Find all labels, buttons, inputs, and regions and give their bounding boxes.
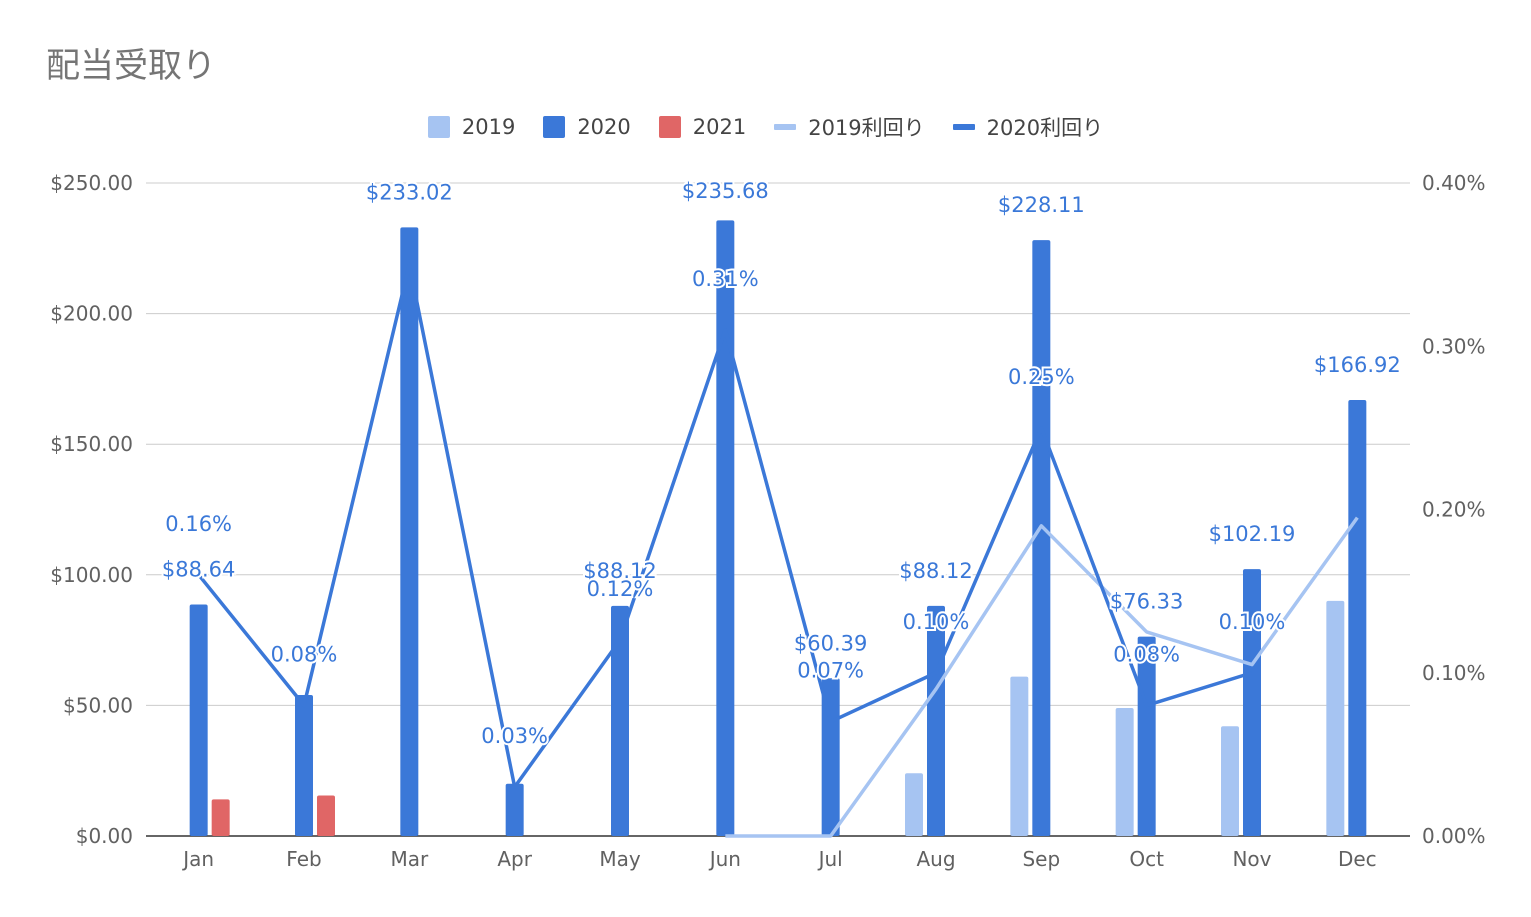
y-tick-label: $200.00: [50, 302, 133, 326]
bar-data-label: $76.33: [1110, 590, 1183, 614]
bar-data-label: $228.11: [998, 193, 1085, 217]
line-data-label: 0.08%: [1113, 642, 1180, 666]
bar-2020: [400, 227, 419, 837]
x-tick-label: Jun: [708, 847, 741, 871]
x-tick-label: Apr: [497, 847, 532, 871]
bar-data-label: $88.64: [162, 557, 235, 581]
x-tick-label: Dec: [1338, 847, 1377, 871]
y-tick-label: $100.00: [50, 563, 133, 587]
bar-2019: [1326, 600, 1345, 836]
line-data-label: 0.08%: [271, 642, 338, 666]
legend-swatch: [952, 124, 975, 130]
legend-item: 2019利回り: [774, 112, 925, 142]
x-tick-label: Oct: [1129, 847, 1164, 871]
line-data-label: 0.12%: [587, 577, 654, 601]
legend-item: 2021: [658, 112, 747, 142]
bar-2020: [505, 783, 524, 836]
y2-tick-label: 0.20%: [1422, 498, 1486, 522]
x-tick-label: Sep: [1022, 847, 1060, 871]
y-tick-label: $150.00: [50, 432, 133, 456]
legend: 2019 2020 2021 2019利回り 2020利回り: [0, 112, 1531, 142]
bar-2021: [317, 795, 335, 836]
bar-2019: [1221, 726, 1239, 836]
line-2019利回り: [725, 516, 1359, 838]
bar-2019: [1010, 676, 1029, 836]
line-data-label: 0.31%: [692, 267, 759, 291]
line-data-label: 0.25%: [1008, 365, 1075, 389]
bar-data-label: $102.19: [1209, 522, 1296, 546]
legend-item: 2019: [427, 112, 516, 142]
legend-label: 2020: [577, 115, 631, 139]
x-tick-label: May: [599, 847, 641, 871]
legend-label: 2019: [461, 115, 516, 139]
y-tick-label: $0.00: [76, 824, 133, 848]
bar-data-label: $60.39: [794, 631, 867, 655]
bar-2021: [211, 799, 230, 836]
y2-tick-label: 0.30%: [1422, 334, 1486, 358]
y2-tick-label: 0.40%: [1422, 171, 1486, 195]
bar-2020: [1243, 569, 1261, 836]
legend-label: 2021: [692, 115, 747, 139]
legend-swatch: [658, 116, 681, 138]
x-tick-label: Mar: [390, 847, 429, 871]
y2-tick-label: 0.10%: [1422, 661, 1486, 685]
bar-data-label: $166.92: [1314, 353, 1401, 377]
x-tick-label: Feb: [286, 847, 321, 871]
legend-item: 2020利回り: [952, 112, 1104, 142]
legend-label: 2019利回り: [808, 116, 925, 140]
legend-swatch: [427, 116, 450, 138]
bar-2020: [611, 605, 629, 836]
bar-data-label: $88.12: [899, 559, 972, 583]
bar-2020: [927, 605, 945, 836]
y-tick-label: $50.00: [63, 693, 133, 717]
line-data-label: 0.10%: [903, 610, 970, 634]
legend-label: 2020利回り: [986, 116, 1104, 140]
line-data-label: 0.03%: [481, 724, 548, 748]
legend-item: 2020: [543, 112, 631, 142]
line-data-label: 0.07%: [797, 659, 864, 683]
chart-title: 配当受取り: [46, 46, 216, 86]
y2-tick-label: 0.00%: [1422, 824, 1486, 848]
bar-2020: [821, 678, 840, 836]
bar-2020: [1137, 636, 1156, 836]
legend-swatch: [774, 124, 797, 130]
bar-2019: [905, 773, 923, 836]
x-tick-label: Nov: [1232, 847, 1271, 871]
line-data-label: 0.16%: [165, 512, 232, 536]
bar-2020: [1348, 400, 1367, 836]
x-tick-label: Aug: [916, 847, 955, 871]
x-tick-label: Jan: [181, 847, 214, 871]
bar-2019: [1115, 708, 1134, 836]
bar-2020: [295, 694, 313, 836]
bar-data-label: $235.68: [682, 179, 769, 203]
y-tick-label: $250.00: [50, 171, 133, 195]
x-tick-label: Jul: [817, 847, 843, 871]
line-data-label: 0.10%: [1219, 610, 1286, 634]
bar-data-label: $88.12: [583, 559, 656, 583]
legend-swatch: [543, 116, 566, 138]
bar-data-label: $233.02: [366, 180, 453, 204]
bar-2020: [189, 604, 208, 836]
bar-2020: [1032, 240, 1051, 836]
bar-2020: [716, 220, 735, 837]
line-2020利回り: [197, 262, 1253, 789]
